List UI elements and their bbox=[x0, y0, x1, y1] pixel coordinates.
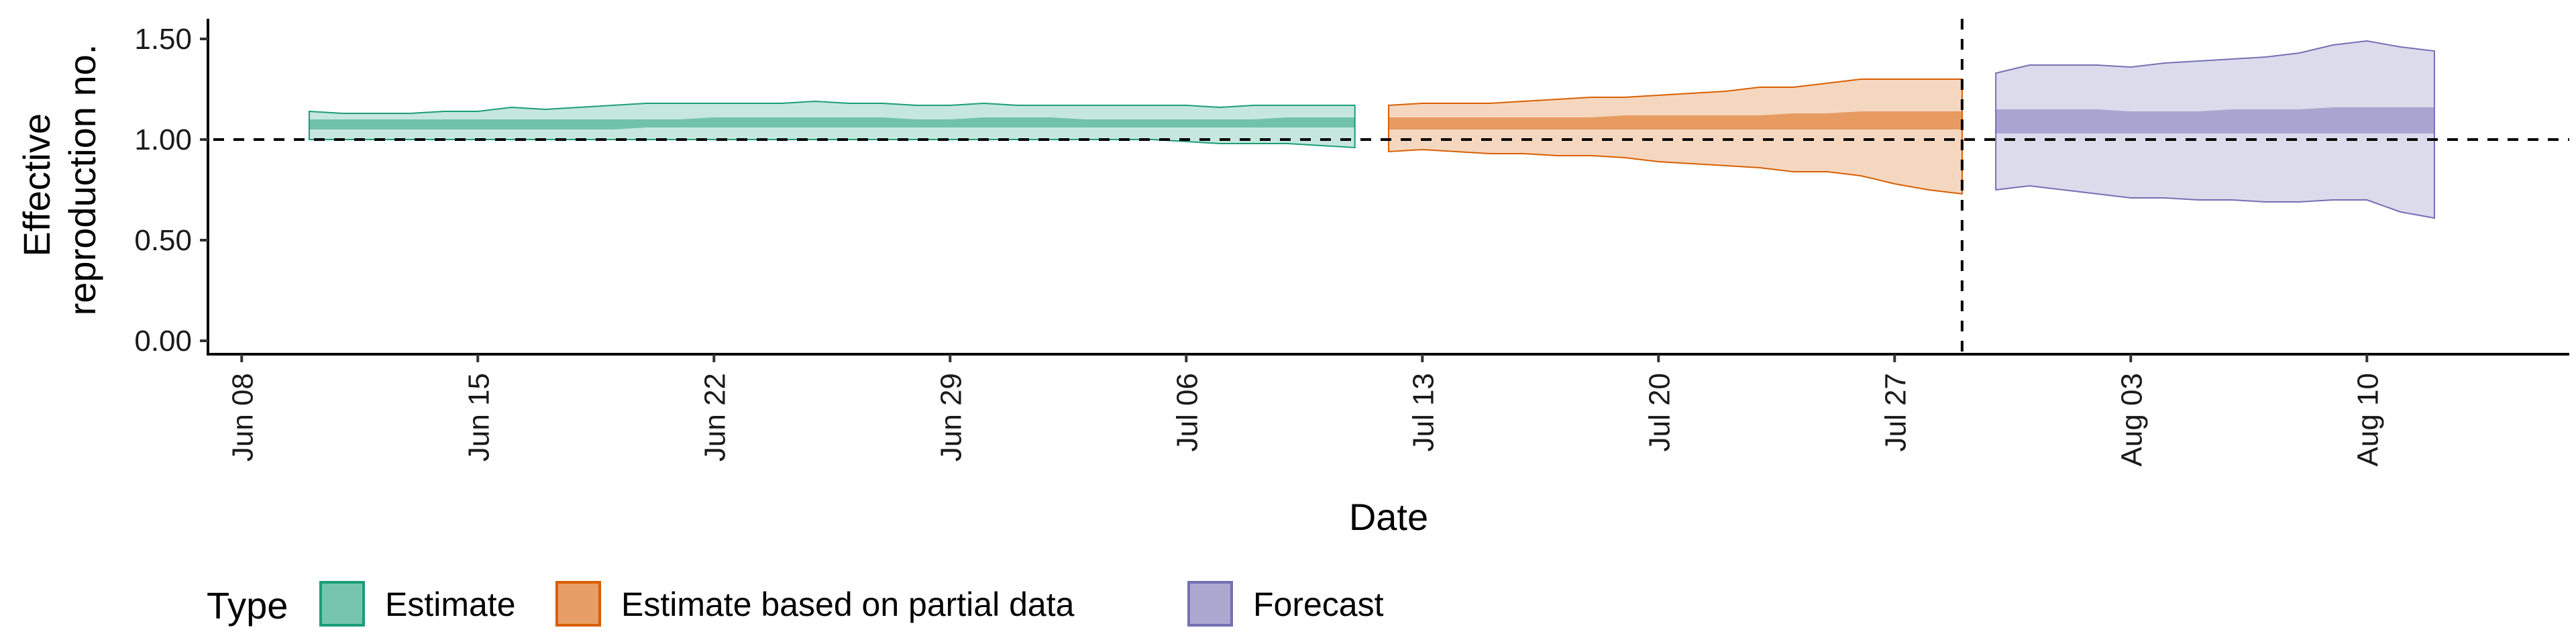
series-forecast bbox=[1995, 40, 2435, 219]
band-50-estimate bbox=[309, 117, 1355, 129]
legend-item-estimate-based-on-partial-data: Estimate based on partial data bbox=[555, 581, 1075, 627]
bands-layer bbox=[308, 40, 2435, 219]
legend: Type Estimate Estimate based on partial d… bbox=[207, 581, 1384, 627]
x-ticks: Jun 08 Jun 15 Jun 22 Jun 29 Jul 06 Jul 13 Jul … bbox=[226, 354, 2384, 466]
reference-lines bbox=[213, 19, 2569, 354]
y-axis-title-line-2: reproduction no. bbox=[61, 44, 103, 316]
series-estimate-based-on-partial-data bbox=[1388, 78, 1963, 195]
x-tick-label: Jul 13 bbox=[1407, 373, 1440, 451]
legend-label: Forecast bbox=[1253, 586, 1384, 623]
legend-swatch bbox=[319, 581, 365, 627]
legend-item-estimate: Estimate bbox=[319, 581, 516, 627]
y-ticks: 0.00 0.50 1.00 1.50 bbox=[134, 23, 208, 358]
y-tick-label: 1.50 bbox=[134, 23, 192, 56]
x-tick-label: Jun 15 bbox=[462, 373, 495, 462]
legend-label: Estimate bbox=[385, 586, 516, 623]
y-tick-label: 0.50 bbox=[134, 224, 192, 257]
x-tick-label: Jun 29 bbox=[934, 373, 967, 462]
x-tick-label: Jul 20 bbox=[1643, 373, 1676, 451]
x-tick-label: Aug 03 bbox=[2115, 373, 2148, 466]
band-50-forecast bbox=[1996, 107, 2434, 133]
x-tick-label: Jul 27 bbox=[1879, 373, 1912, 451]
y-tick-label: 1.00 bbox=[134, 123, 192, 156]
legend-swatch bbox=[1187, 581, 1233, 627]
band-50-estimate-based-on-partial-data bbox=[1389, 111, 1962, 129]
x-tick-label: Aug 10 bbox=[2351, 373, 2384, 466]
y-axis-title: Effective reproduction no. bbox=[15, 44, 103, 316]
x-axis-title: Date bbox=[1349, 496, 1428, 538]
series-estimate bbox=[308, 100, 1356, 149]
legend-item-forecast: Forecast bbox=[1187, 581, 1384, 627]
axes: 0.00 0.50 1.00 1.50 Jun 08 Jun 15 Jun 22 Jun 2… bbox=[134, 19, 2569, 466]
y-axis-title-line-1: Effective bbox=[15, 113, 58, 257]
legend-swatch bbox=[555, 581, 601, 627]
band-90-estimate-based-on-partial-data bbox=[1388, 78, 1963, 195]
legend-title: Type bbox=[207, 584, 288, 627]
x-tick-label: Jun 22 bbox=[698, 373, 731, 462]
x-tick-label: Jun 08 bbox=[226, 373, 259, 462]
legend-label: Estimate based on partial data bbox=[621, 586, 1075, 623]
legend-items: Estimate Estimate based on partial data Fo… bbox=[319, 581, 1384, 627]
y-tick-label: 0.00 bbox=[134, 325, 192, 358]
x-tick-label: Jul 06 bbox=[1171, 373, 1203, 451]
